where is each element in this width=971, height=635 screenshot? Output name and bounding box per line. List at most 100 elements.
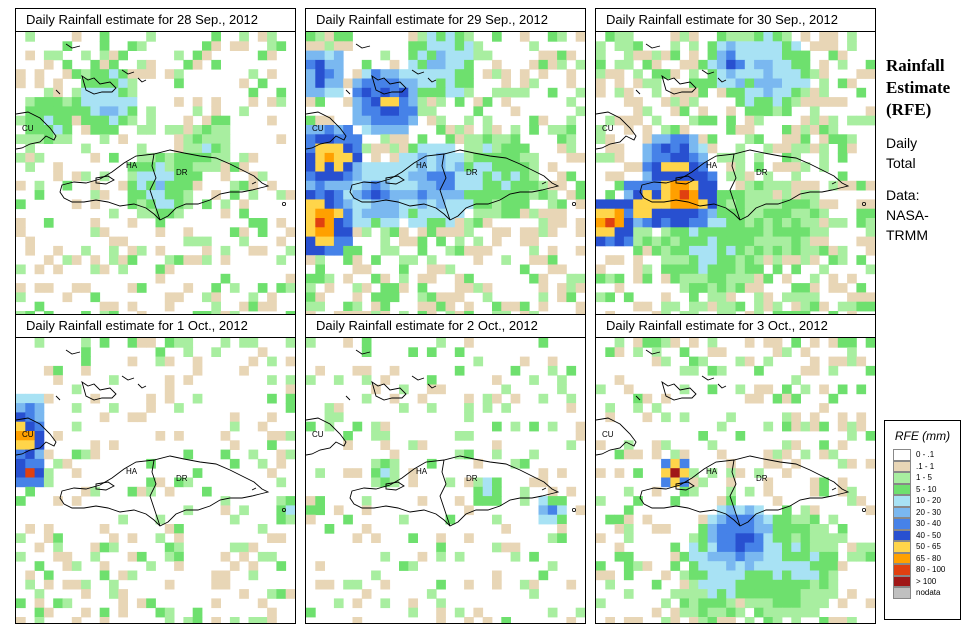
- rainfall-cell: [726, 542, 736, 553]
- rainfall-cell: [276, 255, 287, 265]
- rainfall-cell: [239, 589, 249, 599]
- rainfall-cell: [389, 365, 400, 376]
- rainfall-cell: [324, 403, 335, 413]
- rainfall-cell: [782, 449, 792, 460]
- rainfall-cell: [417, 97, 428, 107]
- rainfall-cell: [53, 365, 63, 376]
- rainfall-cell: [596, 152, 606, 163]
- rainfall-cell: [754, 393, 764, 404]
- legend-label: .1 - 1: [916, 461, 935, 471]
- rainfall-cell: [380, 50, 391, 61]
- rainfall-cell: [791, 533, 801, 543]
- rainfall-cell: [333, 218, 344, 228]
- rainfall-cell: [633, 97, 643, 107]
- rainfall-cell: [229, 440, 240, 450]
- rainfall-cell: [642, 171, 653, 182]
- rainfall-cell: [454, 365, 465, 376]
- rainfall-cell: [146, 477, 156, 488]
- rainfall-cell: [315, 97, 325, 107]
- rainfall-cell: [744, 551, 755, 562]
- rainfall-cell: [371, 180, 381, 191]
- rainfall-cell: [763, 190, 774, 200]
- rainfall-cell: [315, 496, 325, 506]
- rainfall-cell: [837, 97, 848, 107]
- rainfall-cell: [642, 273, 653, 284]
- rainfall-cell: [623, 292, 634, 303]
- rainfall-cell: [735, 570, 746, 581]
- rainfall-cell: [436, 542, 446, 553]
- rainfall-cell: [754, 152, 764, 163]
- rainfall-cell: [782, 255, 792, 265]
- rainfall-cell: [763, 338, 774, 348]
- rainfall-cell: [492, 542, 502, 553]
- rainfall-cell: [436, 152, 446, 163]
- rainfall-cell: [136, 41, 147, 51]
- rainfall-cell: [136, 208, 147, 219]
- rainfall-cell: [146, 59, 156, 70]
- rainfall-cell: [716, 505, 727, 516]
- rainfall-cell: [782, 421, 792, 432]
- rainfall-cell: [726, 190, 736, 200]
- rainfall-cell: [229, 162, 240, 172]
- rainfall-cell: [211, 125, 221, 135]
- rainfall-cell: [614, 514, 625, 525]
- rainfall-cell: [136, 598, 147, 609]
- rainfall-cell: [605, 347, 615, 357]
- rainfall-cell: [726, 561, 736, 571]
- rainfall-cell: [380, 227, 391, 237]
- rainfall-cell: [651, 50, 662, 61]
- rainfall-cell: [791, 143, 801, 154]
- rainfall-cell: [837, 440, 848, 450]
- rainfall-cell: [670, 97, 681, 107]
- rainfall-cell: [661, 468, 671, 478]
- rainfall-cell: [707, 273, 718, 284]
- rainfall-cell: [436, 190, 446, 200]
- legend-entry: 10 - 20: [893, 495, 960, 507]
- rainfall-cell: [333, 598, 344, 609]
- rainfall-cell: [192, 59, 203, 70]
- rainfall-cell: [90, 152, 101, 163]
- rainfall-cell: [782, 514, 792, 525]
- rainfall-cell: [763, 292, 774, 303]
- rainfall-cell: [633, 162, 643, 172]
- rainfall-cell: [575, 180, 585, 191]
- rainfall-cell: [510, 421, 521, 432]
- rainfall-cell: [473, 190, 484, 200]
- rainfall-cell: [361, 115, 372, 126]
- rainfall-cell: [828, 338, 839, 348]
- rainfall-cell: [633, 561, 643, 571]
- rainfall-cell: [183, 162, 194, 172]
- rainfall-cell: [257, 283, 268, 293]
- rainfall-cell: [529, 421, 539, 432]
- island-outline: [355, 349, 371, 355]
- island-outline: [121, 69, 135, 75]
- rainfall-cell: [698, 152, 708, 163]
- rainfall-cell: [464, 32, 474, 42]
- rainfall-cell: [791, 41, 801, 51]
- rainfall-cell: [623, 32, 634, 42]
- rainfall-cell: [791, 97, 801, 107]
- rainfall-cell: [445, 171, 456, 182]
- rainfall-cell: [633, 218, 643, 228]
- island-outline: [571, 201, 576, 206]
- rainfall-cell: [16, 431, 26, 441]
- rainfall-cell: [220, 152, 231, 163]
- rainfall-cell: [464, 115, 474, 126]
- rainfall-cell: [343, 143, 353, 154]
- rainfall-cell: [16, 551, 26, 562]
- rainfall-cell: [464, 283, 474, 293]
- rainfall-cell: [847, 496, 857, 506]
- rainfall-cell: [800, 283, 811, 293]
- rainfall-cell: [633, 617, 643, 623]
- rainfall-cell: [633, 41, 643, 51]
- rainfall-cell: [716, 208, 727, 219]
- rainfall-cell: [856, 421, 867, 432]
- rainfall-cell: [772, 218, 783, 228]
- rainfall-cell: [109, 579, 119, 590]
- rainfall-cell: [267, 50, 277, 61]
- product-title-line-1: Rainfall: [886, 56, 945, 75]
- rainfall-cell: [81, 283, 91, 293]
- rainfall-cell: [220, 208, 231, 219]
- rainfall-cell: [436, 579, 446, 590]
- rainfall-cell: [99, 524, 110, 534]
